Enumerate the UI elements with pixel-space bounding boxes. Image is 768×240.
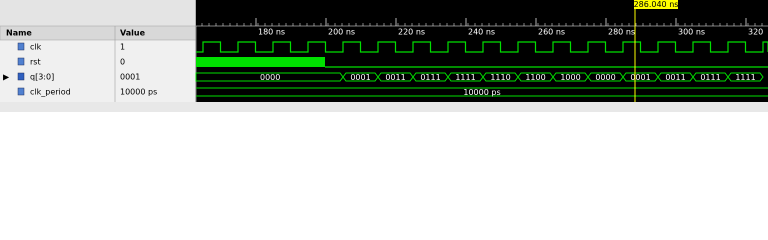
ruler-label: 220 ns bbox=[398, 28, 425, 37]
ruler-label: 260 ns bbox=[538, 28, 565, 37]
signal-icon bbox=[17, 87, 25, 96]
signal-icon bbox=[17, 42, 25, 51]
signal-value: 1 bbox=[120, 43, 125, 52]
bus-value: 0000 bbox=[260, 73, 280, 82]
value-header[interactable]: Value bbox=[120, 29, 146, 38]
bus-value: 0011 bbox=[665, 73, 685, 82]
cursor-label-box bbox=[634, 0, 678, 9]
bus-segment bbox=[727, 72, 764, 82]
bus-value: 0111 bbox=[420, 73, 440, 82]
signal-name[interactable]: q[3:0] bbox=[30, 73, 54, 82]
signal-value: 10000 ps bbox=[120, 88, 157, 97]
signal-name[interactable]: clk bbox=[30, 43, 42, 52]
bus-segment bbox=[196, 87, 768, 97]
bus-value: 1100 bbox=[525, 73, 545, 82]
bus-value: 1111 bbox=[455, 73, 475, 82]
bus-value: 0111 bbox=[700, 73, 720, 82]
bus-value: 0000 bbox=[595, 73, 615, 82]
ruler-area bbox=[196, 0, 768, 26]
name-header[interactable]: Name bbox=[6, 29, 32, 38]
signal-icon bbox=[17, 57, 25, 66]
signal-value: 0001 bbox=[120, 73, 140, 82]
ruler-label: 200 ns bbox=[328, 28, 355, 37]
ruler-label: 180 ns bbox=[258, 28, 285, 37]
bus-value: 1000 bbox=[560, 73, 580, 82]
waveform-window: Name Value 180 ns 200 ns 220 ns 240 ns 260 n… bbox=[0, 0, 768, 112]
rst-high bbox=[196, 57, 325, 67]
bus-value: 0011 bbox=[385, 73, 405, 82]
scrollbar[interactable] bbox=[0, 102, 768, 112]
ruler-label: 300 ns bbox=[678, 28, 705, 37]
panel-top bbox=[0, 0, 196, 26]
bus-value: 10000 ps bbox=[463, 88, 500, 97]
ruler-label: 320 bbox=[748, 28, 763, 37]
bus-value: 1110 bbox=[490, 73, 510, 82]
expand-arrow[interactable]: ▶ bbox=[3, 73, 10, 82]
signal-icon bbox=[17, 72, 25, 81]
bus-value: 0001 bbox=[630, 73, 650, 82]
ruler-label: 240 ns bbox=[468, 28, 495, 37]
bus-value: 0001 bbox=[350, 73, 370, 82]
signal-name[interactable]: rst bbox=[30, 58, 41, 67]
signal-value: 0 bbox=[120, 58, 125, 67]
ruler-label: 280 ns bbox=[608, 28, 635, 37]
cursor-label: 286.040 ns bbox=[634, 0, 679, 9]
clk-wave bbox=[196, 41, 768, 53]
bus-value: 1111 bbox=[735, 73, 755, 82]
signal-name[interactable]: clk_period bbox=[30, 88, 71, 97]
